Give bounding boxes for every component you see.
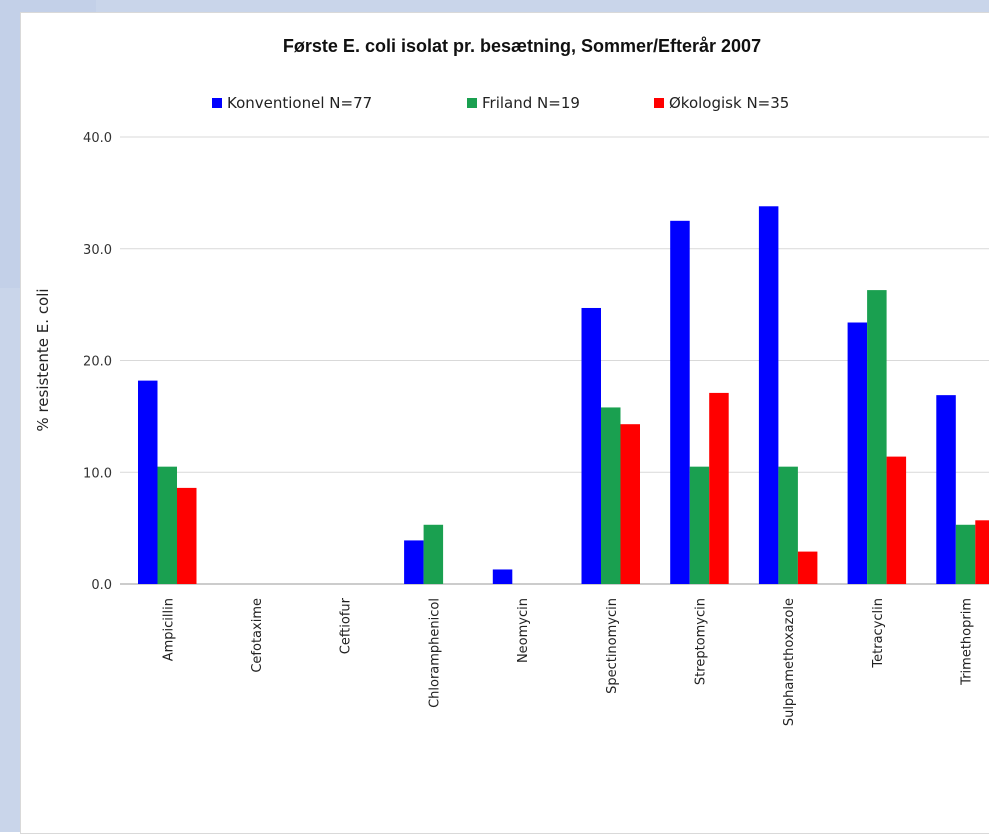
y-tick-label: 30.0 xyxy=(83,243,112,258)
bar xyxy=(492,569,513,584)
chart-frame xyxy=(20,12,989,834)
bar xyxy=(867,290,887,584)
bar xyxy=(404,540,424,584)
y-axis-ticks: 0.0 10.0 20.0 30.0 40.0 xyxy=(83,131,112,593)
x-tick-label: Spectinomycin xyxy=(605,598,620,694)
bar xyxy=(886,456,907,584)
x-axis-labels: Ampicillin Cefotaxime Ceftiofur Chloramphen… xyxy=(161,597,974,726)
y-axis-label: % resistente E. coli xyxy=(34,288,52,431)
bar xyxy=(936,395,956,584)
x-tick-label: Sulphamethoxazole xyxy=(782,598,797,726)
bar xyxy=(177,487,197,584)
x-tick-label: Trimethoprim xyxy=(960,598,975,686)
bar xyxy=(975,520,989,584)
x-tick-label: Ceftiofur xyxy=(339,597,354,654)
x-tick-label: Cefotaxime xyxy=(250,598,265,673)
bar xyxy=(758,206,779,584)
legend-swatch xyxy=(212,98,222,108)
legend-swatch xyxy=(467,98,477,108)
y-tick-label: 20.0 xyxy=(83,355,112,370)
bar xyxy=(620,424,640,584)
x-tick-label: Tetracyclin xyxy=(871,598,886,669)
bar xyxy=(581,307,601,584)
bar xyxy=(601,407,621,584)
legend-label: Konventionel N=77 xyxy=(227,94,372,112)
gridlines xyxy=(120,136,989,585)
bar xyxy=(138,380,158,584)
bar xyxy=(778,466,798,584)
bar xyxy=(955,524,976,584)
x-tick-label: Chloramphenicol xyxy=(427,598,442,708)
legend-swatch xyxy=(654,98,664,108)
bar xyxy=(709,392,729,584)
bar xyxy=(689,466,710,584)
x-tick-label: Neomycin xyxy=(516,598,531,663)
bar xyxy=(670,220,690,584)
chart-title: Første E. coli isolat pr. besætning, Som… xyxy=(283,36,761,56)
legend-label: Friland N=19 xyxy=(482,94,580,112)
bar xyxy=(847,322,868,584)
x-tick-label: Streptomycin xyxy=(693,598,708,685)
bar xyxy=(797,551,818,584)
legend-label: Økologisk N=35 xyxy=(669,94,789,112)
y-tick-label: 0.0 xyxy=(91,578,112,593)
legend: Konventionel N=77 Friland N=19 Økologisk N… xyxy=(212,94,789,112)
bar xyxy=(157,466,177,584)
y-tick-label: 40.0 xyxy=(83,131,112,146)
y-tick-label: 10.0 xyxy=(83,466,112,481)
bar xyxy=(423,524,444,584)
bars xyxy=(138,206,989,584)
x-tick-label: Ampicillin xyxy=(161,598,176,661)
